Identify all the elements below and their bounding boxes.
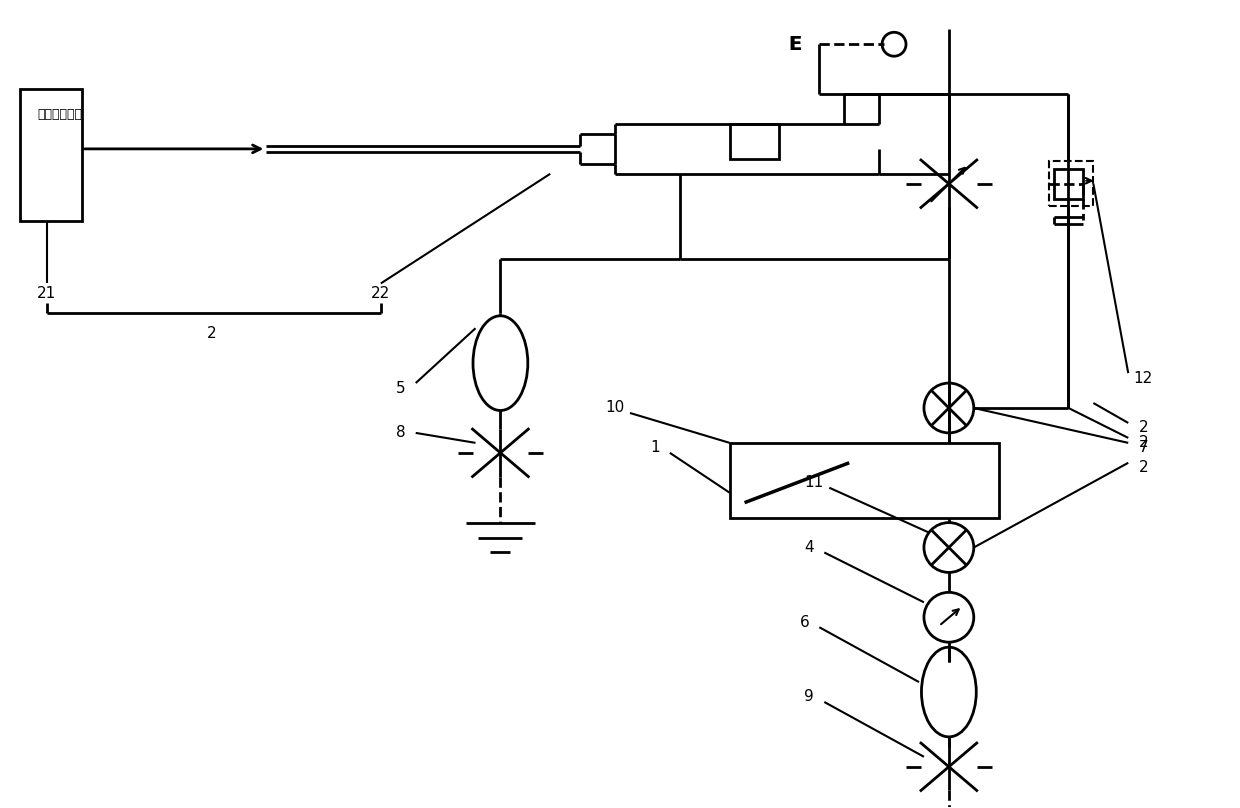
Text: 7: 7 <box>1138 440 1148 456</box>
Text: 6: 6 <box>800 615 810 629</box>
Text: 12: 12 <box>1133 371 1153 385</box>
Bar <box>20 89 82 221</box>
Bar <box>729 124 780 159</box>
Text: 9: 9 <box>805 689 815 705</box>
Text: 2: 2 <box>1138 420 1148 436</box>
Text: E: E <box>787 35 801 54</box>
Text: 1: 1 <box>650 440 660 456</box>
Text: 2: 2 <box>1138 436 1148 450</box>
Text: 2: 2 <box>207 326 216 341</box>
Text: 11: 11 <box>805 475 823 490</box>
Bar <box>1054 169 1084 199</box>
Text: 2: 2 <box>1138 461 1148 475</box>
Text: 10: 10 <box>605 401 625 415</box>
Text: 21: 21 <box>37 286 57 301</box>
Text: 何装电缸输入: 何装电缸输入 <box>37 107 82 120</box>
Text: 4: 4 <box>805 540 815 555</box>
Text: 22: 22 <box>371 286 391 301</box>
Text: 5: 5 <box>396 381 405 396</box>
Text: E: E <box>787 35 801 54</box>
Text: 8: 8 <box>396 425 405 440</box>
Bar <box>729 443 998 518</box>
